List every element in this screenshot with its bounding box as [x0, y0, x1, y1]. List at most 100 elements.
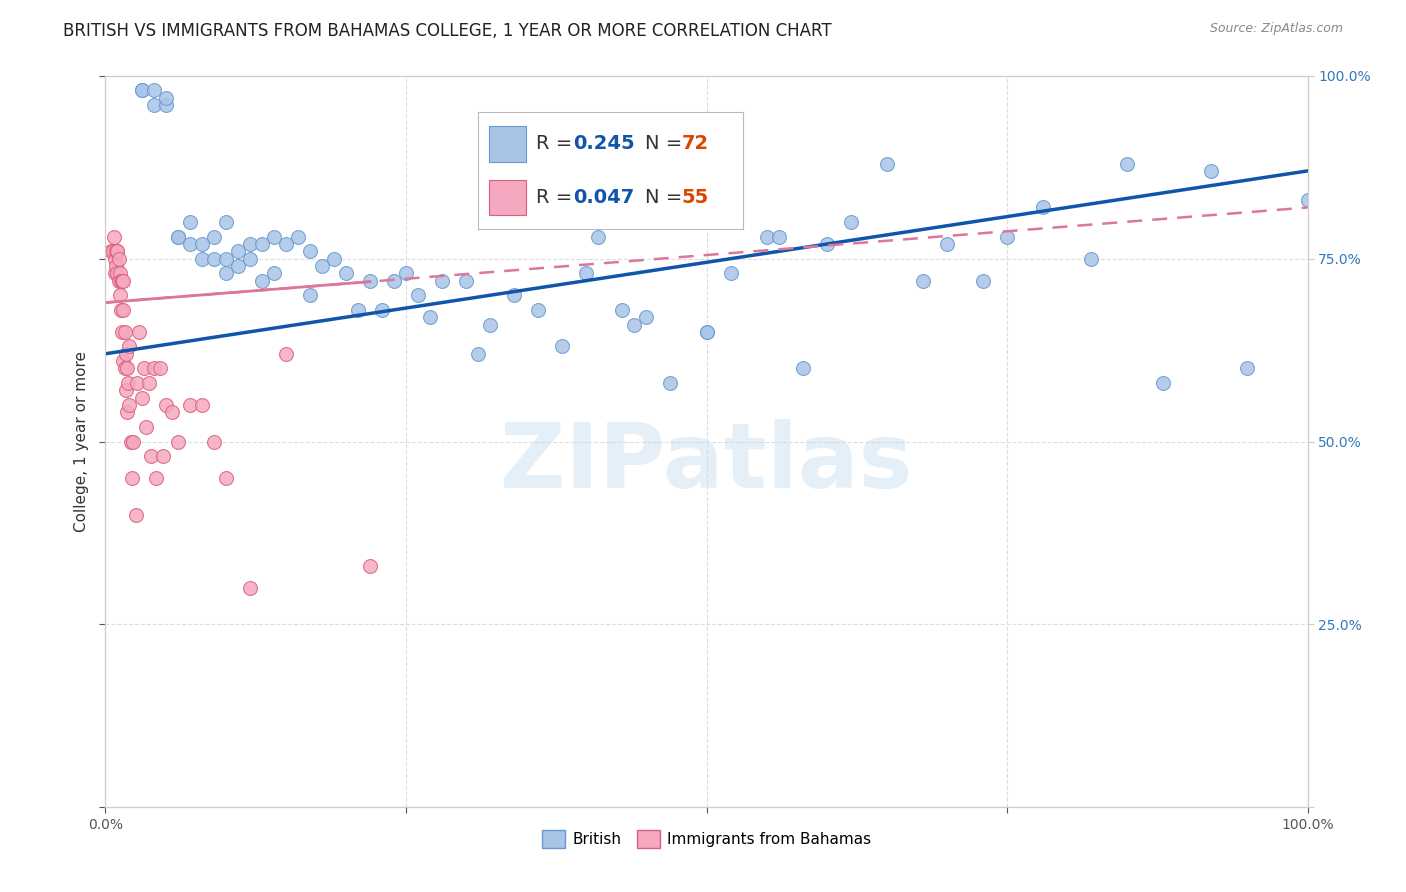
- Point: [105, 244, 128, 259]
- Point: [122, 434, 145, 449]
- Point: [214, 252, 236, 266]
- Point: [104, 252, 127, 266]
- Y-axis label: College, 1 year or more: College, 1 year or more: [75, 351, 90, 532]
- Point: [166, 229, 188, 244]
- Point: [479, 318, 502, 332]
- Point: [139, 449, 162, 463]
- Point: [239, 237, 262, 252]
- Point: [322, 252, 344, 266]
- Point: [1032, 201, 1054, 215]
- Point: [274, 347, 297, 361]
- Point: [100, 244, 122, 259]
- Point: [503, 288, 526, 302]
- Point: [287, 229, 309, 244]
- Point: [406, 288, 429, 302]
- Point: [371, 302, 394, 317]
- Point: [115, 384, 138, 398]
- Point: [467, 347, 489, 361]
- Point: [107, 244, 129, 259]
- Point: [1080, 252, 1102, 266]
- Point: [359, 558, 381, 573]
- Point: [226, 244, 249, 259]
- Point: [179, 398, 201, 412]
- Point: [132, 361, 155, 376]
- Point: [1201, 164, 1223, 178]
- Point: [131, 83, 153, 97]
- Point: [138, 376, 160, 390]
- Point: [112, 354, 135, 368]
- Point: [239, 252, 262, 266]
- Point: [107, 266, 129, 280]
- Point: [111, 325, 134, 339]
- Point: [107, 252, 129, 266]
- Point: [696, 325, 718, 339]
- Point: [527, 302, 550, 317]
- Point: [118, 339, 141, 353]
- Text: ZIPatlas: ZIPatlas: [501, 419, 912, 508]
- Point: [720, 266, 742, 280]
- Point: [936, 237, 959, 252]
- Point: [382, 274, 405, 288]
- Point: [131, 391, 153, 405]
- Point: [1236, 361, 1258, 376]
- Point: [815, 237, 838, 252]
- Point: [792, 361, 814, 376]
- Point: [335, 266, 357, 280]
- Point: [142, 83, 165, 97]
- Point: [1152, 376, 1174, 390]
- Point: [214, 215, 236, 229]
- Point: [768, 229, 790, 244]
- Point: [876, 156, 898, 170]
- Point: [659, 376, 682, 390]
- Point: [155, 98, 177, 112]
- Point: [456, 274, 478, 288]
- Point: [298, 288, 321, 302]
- Point: [298, 244, 321, 259]
- Point: [190, 237, 212, 252]
- Point: [115, 405, 138, 419]
- Point: [179, 215, 201, 229]
- Point: [101, 244, 124, 259]
- Point: [755, 229, 778, 244]
- Point: [110, 302, 132, 317]
- Point: [190, 252, 212, 266]
- Point: [972, 274, 994, 288]
- Point: [190, 398, 212, 412]
- Point: [117, 376, 139, 390]
- Point: [995, 229, 1018, 244]
- Point: [588, 229, 610, 244]
- Point: [142, 98, 165, 112]
- Point: [104, 266, 127, 280]
- Point: [107, 244, 129, 259]
- Point: [103, 229, 125, 244]
- Point: [551, 339, 574, 353]
- Point: [612, 302, 634, 317]
- Point: [160, 405, 183, 419]
- Point: [214, 471, 236, 485]
- Point: [311, 259, 333, 273]
- Point: [623, 318, 645, 332]
- Point: [108, 266, 131, 280]
- Point: [430, 274, 453, 288]
- Point: [121, 471, 143, 485]
- Point: [166, 434, 188, 449]
- Point: [179, 237, 201, 252]
- Point: [214, 266, 236, 280]
- Point: [145, 471, 167, 485]
- Point: [115, 347, 138, 361]
- Point: [110, 274, 132, 288]
- Point: [114, 325, 136, 339]
- Point: [636, 310, 658, 325]
- Text: BRITISH VS IMMIGRANTS FROM BAHAMAS COLLEGE, 1 YEAR OR MORE CORRELATION CHART: BRITISH VS IMMIGRANTS FROM BAHAMAS COLLE…: [63, 22, 832, 40]
- Point: [263, 229, 285, 244]
- Point: [359, 274, 381, 288]
- Point: [1116, 156, 1139, 170]
- Point: [105, 259, 128, 273]
- Point: [120, 434, 142, 449]
- Point: [226, 259, 249, 273]
- Point: [839, 215, 862, 229]
- Point: [202, 252, 225, 266]
- Point: [239, 581, 262, 595]
- Point: [112, 274, 135, 288]
- Point: [135, 420, 157, 434]
